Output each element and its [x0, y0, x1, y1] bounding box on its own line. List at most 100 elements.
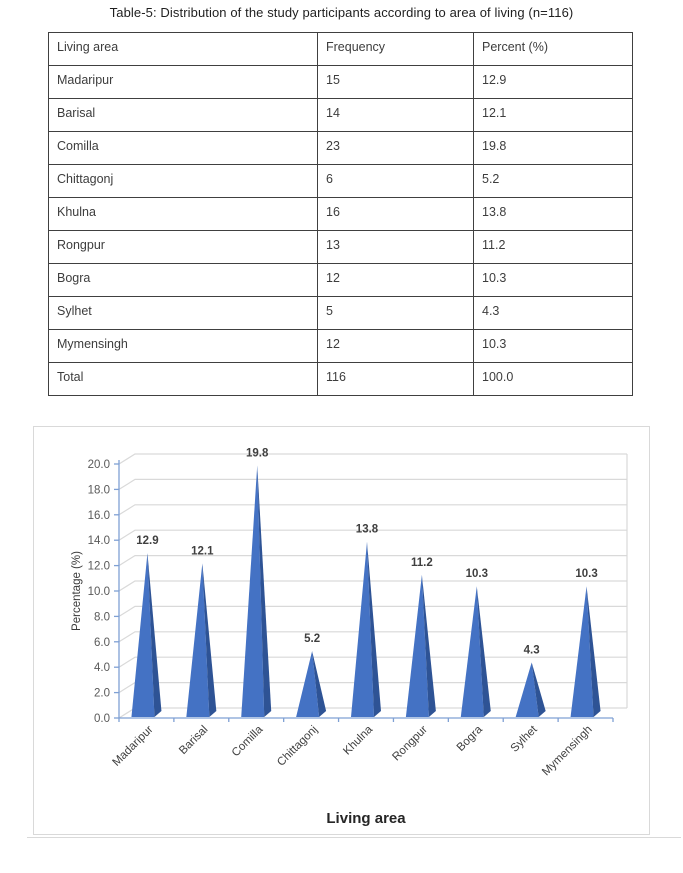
- table-row: Mymensingh 12 10.3: [48, 329, 633, 363]
- x-category-label: Madaripur: [110, 724, 155, 769]
- frequency-table: Living area Frequency Percent (%) Madari…: [48, 32, 633, 396]
- cone-bar-side: [202, 563, 217, 717]
- cone-bar-front: [351, 541, 374, 717]
- cone-bar-side: [312, 650, 327, 717]
- cell-percent: 4.3: [473, 296, 633, 330]
- cell-area: Comilla: [48, 131, 318, 165]
- bar-data-label: 10.3: [466, 568, 488, 580]
- cell-frequency: 12: [317, 263, 474, 297]
- cell-area: Madaripur: [48, 65, 318, 99]
- y-tick-label: 16.0: [88, 510, 110, 522]
- cell-frequency: 14: [317, 98, 474, 132]
- cell-frequency: 5: [317, 296, 474, 330]
- cell-frequency: 13: [317, 230, 474, 264]
- y-gridline: [118, 555, 627, 567]
- x-category-label: Chittagonj: [275, 724, 320, 769]
- x-axis-title: Living area: [326, 810, 406, 827]
- y-gridline: [118, 631, 627, 643]
- table-row: Comilla 23 19.8: [48, 131, 633, 165]
- bar-data-label: 10.3: [575, 568, 597, 580]
- cell-percent: 10.3: [473, 329, 633, 363]
- bar-data-label: 19.8: [246, 448, 269, 460]
- cell-percent: 100.0: [473, 362, 633, 396]
- table-row: Chittagonj 6 5.2: [48, 164, 633, 198]
- header-living-area: Living area: [48, 32, 318, 66]
- cone-bar-front: [186, 563, 210, 717]
- table-row: Madaripur 15 12.9: [48, 65, 633, 99]
- y-tick-label: 12.0: [88, 561, 110, 573]
- table-row: Bogra 12 10.3: [48, 263, 633, 297]
- y-tick-label: 2.0: [94, 688, 110, 700]
- y-axis-title: Percentage (%): [71, 551, 83, 631]
- cell-area: Bogra: [48, 263, 318, 297]
- cell-area: Mymensingh: [48, 329, 318, 363]
- y-gridline: [118, 529, 627, 541]
- cone-bar-side: [586, 586, 601, 717]
- x-category-label: Bogra: [455, 723, 486, 754]
- bar-data-label: 12.9: [136, 535, 158, 547]
- y-tick-label: 18.0: [88, 484, 110, 496]
- cell-frequency: 6: [317, 164, 474, 198]
- cell-percent: 10.3: [473, 263, 633, 297]
- cell-frequency: 12: [317, 329, 474, 363]
- cell-area: Sylhet: [48, 296, 318, 330]
- cell-area: Rongpur: [48, 230, 318, 264]
- y-gridline: [118, 478, 627, 490]
- cone-bar-side: [531, 662, 546, 717]
- cell-area: Barisal: [48, 98, 318, 132]
- cell-frequency: 116: [317, 362, 474, 396]
- cone-bar-front: [515, 662, 539, 717]
- y-gridline: [118, 580, 627, 592]
- x-category-label: Mymensingh: [540, 724, 595, 779]
- cell-area: Khulna: [48, 197, 318, 231]
- y-tick-label: 6.0: [94, 637, 110, 649]
- y-tick-label: 0.0: [94, 713, 110, 725]
- page-divider: [27, 837, 681, 838]
- cone-bar-front: [570, 586, 594, 717]
- cell-percent: 12.9: [473, 65, 633, 99]
- cone-bar-front: [241, 465, 265, 717]
- bar-data-label: 4.3: [524, 644, 540, 656]
- cone-bar-front: [405, 574, 429, 717]
- cone-bar-front: [131, 553, 155, 717]
- cone-bar-chart: 12.9 12.1 19.8 5.2 13.8 11.2 10.3 4.3 10.3 0.0 2.0…: [33, 426, 650, 835]
- y-gridline: [118, 656, 627, 668]
- cell-percent: 11.2: [473, 230, 633, 264]
- cell-frequency: 15: [317, 65, 474, 99]
- table-caption: Table-5: Distribution of the study parti…: [109, 5, 574, 20]
- y-gridline: [118, 504, 627, 516]
- header-frequency: Frequency: [317, 32, 474, 66]
- cone-bar-side: [257, 465, 272, 717]
- cone-bar-side: [476, 586, 491, 717]
- x-category-label: Sylhet: [509, 723, 541, 755]
- cell-area: Chittagonj: [48, 164, 318, 198]
- cell-frequency: 16: [317, 197, 474, 231]
- chart-canvas: 12.9 12.1 19.8 5.2 13.8 11.2 10.3 4.3 10.3 0.0 2.0…: [71, 448, 628, 827]
- table-row: Rongpur 13 11.2: [48, 230, 633, 264]
- table-row-total: Total 116 100.0: [48, 362, 633, 396]
- cone-bar-front: [460, 586, 484, 717]
- header-percent: Percent (%): [473, 32, 633, 66]
- y-gridline: [118, 605, 627, 617]
- x-category-label: Barisal: [177, 724, 210, 757]
- x-category-label: Rongpur: [390, 724, 430, 764]
- bar-data-label: 12.1: [191, 545, 214, 557]
- cell-percent: 19.8: [473, 131, 633, 165]
- cone-bar-side: [147, 553, 162, 717]
- y-tick-label: 10.0: [88, 586, 110, 598]
- cell-frequency: 23: [317, 131, 474, 165]
- cell-area: Total: [48, 362, 318, 396]
- y-gridline: [118, 453, 627, 465]
- x-category-label: Khulna: [341, 723, 375, 757]
- cell-percent: 5.2: [473, 164, 633, 198]
- bar-data-label: 5.2: [304, 633, 320, 645]
- y-tick-label: 20.0: [88, 459, 110, 471]
- bar-data-label: 13.8: [356, 524, 379, 536]
- y-tick-label: 8.0: [94, 611, 110, 623]
- table-header-row: Living area Frequency Percent (%): [48, 32, 633, 66]
- table-row: Khulna 16 13.8: [48, 197, 633, 231]
- cone-bar-front: [296, 650, 320, 717]
- x-category-label: Comilla: [230, 723, 266, 759]
- y-tick-label: 4.0: [94, 662, 110, 674]
- y-tick-label: 14.0: [88, 535, 110, 547]
